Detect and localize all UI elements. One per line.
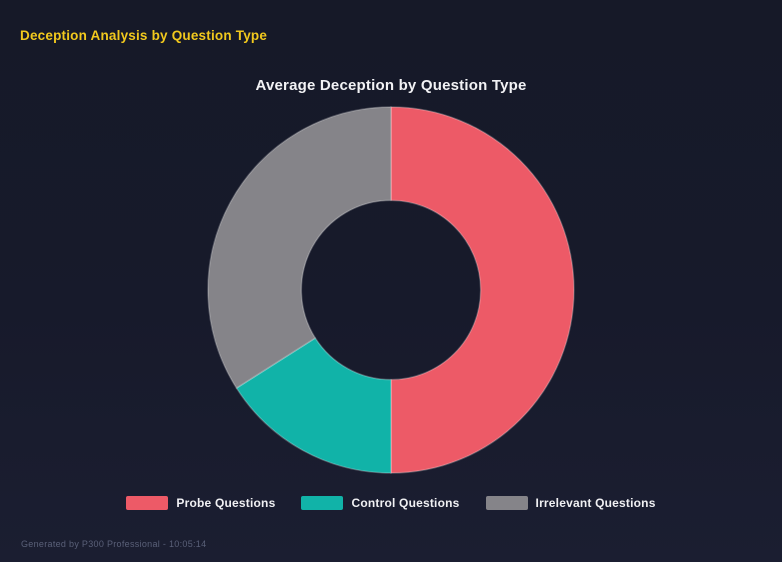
legend-label: Probe Questions	[176, 496, 276, 510]
footer-status-text: Generated by P300 Professional - 10:05:1…	[21, 539, 207, 549]
legend-swatch-irrelevant-icon	[485, 496, 528, 510]
legend-item-control-questions[interactable]: Control Questions	[301, 496, 459, 510]
donut-segment-irrelevant-questions[interactable]	[207, 106, 392, 389]
page-title: Deception Analysis by Question Type	[20, 28, 268, 43]
donut-chart[interactable]	[206, 105, 576, 475]
donut-svg[interactable]	[206, 105, 576, 475]
donut-segment-probe-questions[interactable]	[390, 106, 575, 474]
legend-swatch-control-icon	[301, 496, 344, 510]
legend-swatch-probe-icon	[126, 496, 169, 510]
chart-title: Average Deception by Question Type	[255, 77, 527, 94]
legend-label: Control Questions	[351, 496, 460, 510]
legend-label: Irrelevant Questions	[535, 496, 656, 510]
legend-item-irrelevant-questions[interactable]: Irrelevant Questions	[485, 496, 656, 510]
donut-segment-control-questions[interactable]	[235, 337, 392, 474]
legend-item-probe-questions[interactable]: Probe Questions	[126, 496, 275, 510]
chart-legend: Probe Questions Control Questions Irrele…	[0, 496, 782, 510]
